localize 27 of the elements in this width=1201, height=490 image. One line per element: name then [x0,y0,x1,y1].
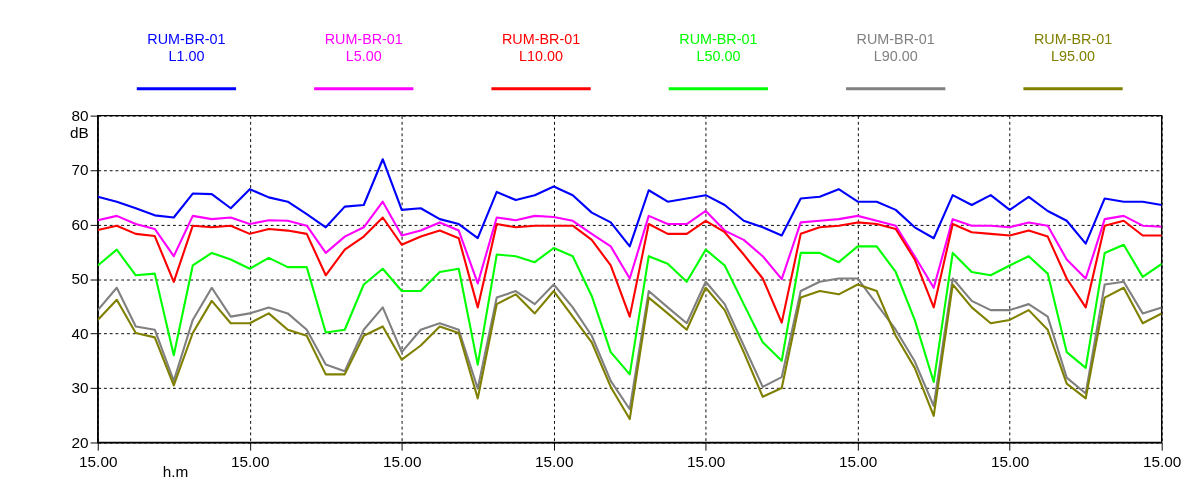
x-tick-label: 15.00 [231,452,270,470]
y-tick-label: 70 [71,161,89,179]
x-tick-label: 15.00 [1143,452,1182,470]
x-tick-label: 15.00 [383,452,422,470]
line-series [97,158,1162,248]
y-tick-label: 50 [71,270,89,288]
text: RUM-BR-01 L90.00 [856,30,935,65]
line-series [97,243,1162,384]
text: RUM-BR-01 L1.00 [147,30,226,65]
line-series [97,200,1162,289]
x-tick-label: 15.00 [79,452,118,470]
y-axis-title: dB [69,124,89,142]
y-tick-label: 30 [71,379,89,397]
x-axis-title: h.m [162,462,189,480]
y-tick-label: 20 [71,433,89,451]
x-tick-label: 15.00 [991,452,1030,470]
x-tick-label: 15.00 [687,452,726,470]
x-tick-label: 15.00 [839,452,878,470]
text: RUM-BR-01 L10.00 [501,30,581,65]
text: RUM-BR-01 L5.00 [324,30,403,65]
y-tick-label: 80 [71,106,89,124]
text: RUM-BR-01 L95.00 [1033,30,1113,65]
line-series [97,216,1162,324]
x-tick-label: 15.00 [535,452,574,470]
text: RUM-BR-01 L50.00 [679,30,758,65]
y-tick-label: 40 [71,324,89,342]
y-tick-label: 60 [71,215,89,233]
